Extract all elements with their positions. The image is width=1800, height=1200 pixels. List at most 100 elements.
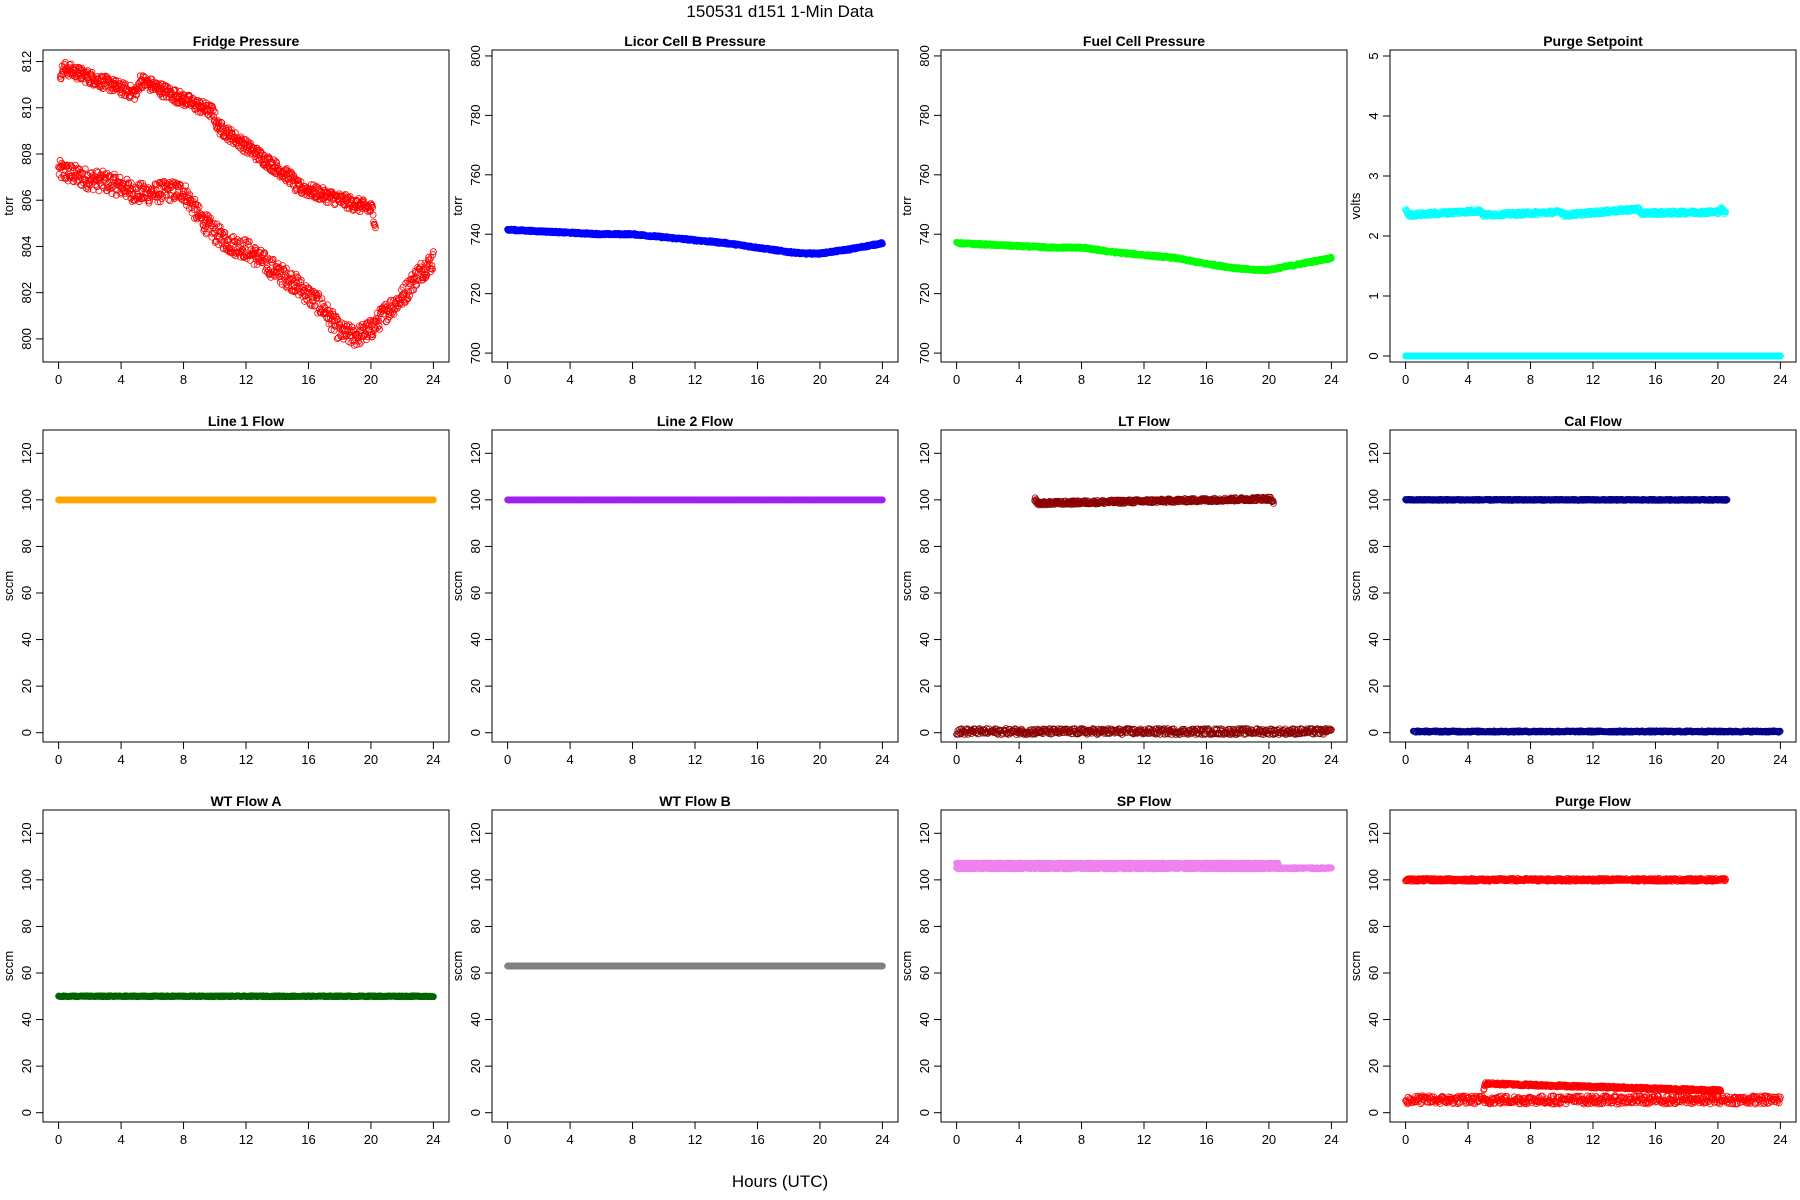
data-point	[218, 122, 226, 130]
x-tick-label: 4	[117, 372, 124, 387]
y-tick-label: 740	[468, 223, 483, 245]
data-point	[359, 196, 367, 204]
x-tick-label: 16	[1648, 372, 1662, 387]
data-point	[391, 304, 399, 312]
data-point	[342, 332, 350, 340]
y-tick-label: 780	[468, 105, 483, 127]
data-point	[176, 182, 184, 189]
plot-frame	[42, 429, 450, 743]
data-point	[111, 170, 118, 178]
data-point	[216, 223, 224, 231]
data-series	[953, 238, 1335, 275]
data-point	[374, 324, 382, 332]
data-point	[116, 173, 124, 181]
data-point	[350, 327, 358, 335]
data-point	[158, 195, 166, 203]
y-tick-label: 810	[19, 97, 34, 119]
y-tick-label: 4	[1366, 112, 1381, 119]
data-point	[331, 317, 338, 325]
data-series	[1402, 204, 1729, 220]
data-point	[137, 83, 145, 91]
data-point	[348, 323, 356, 331]
data-point	[210, 220, 218, 227]
y-tick-label: 40	[19, 632, 34, 646]
y-tick-label: 1	[1366, 292, 1381, 299]
data-point	[134, 190, 142, 198]
plot-frame	[1389, 49, 1797, 363]
y-tick-label: 804	[19, 236, 34, 258]
data-point	[171, 86, 179, 94]
data-point	[79, 169, 87, 177]
data-point	[159, 192, 167, 200]
data-point	[264, 254, 272, 262]
data-point	[205, 212, 212, 220]
data-point	[242, 236, 249, 243]
data-point	[356, 208, 364, 216]
data-point	[228, 129, 236, 137]
data-point	[282, 264, 290, 272]
data-point	[330, 326, 338, 334]
data-point	[126, 81, 134, 89]
data-point	[124, 179, 132, 187]
x-tick-label: 24	[426, 752, 440, 767]
y-tick-label: 720	[468, 283, 483, 305]
data-point	[364, 207, 371, 215]
x-tick-label: 0	[55, 372, 62, 387]
x-tick-label: 8	[180, 372, 187, 387]
data-point	[429, 248, 437, 256]
x-tick-label: 0	[953, 372, 960, 387]
data-point	[274, 260, 282, 268]
data-point	[146, 197, 153, 205]
chart-title: Fuel Cell Pressure	[1083, 33, 1205, 49]
y-tick-label: 700	[917, 342, 932, 364]
data-point	[210, 113, 218, 120]
x-tick-label: 0	[1402, 372, 1409, 387]
data-point	[175, 99, 183, 107]
plot-frame	[940, 49, 1348, 363]
data-points	[55, 59, 437, 349]
data-point	[244, 241, 252, 249]
data-point	[224, 235, 232, 243]
x-tick-label: 20	[1262, 372, 1276, 387]
y-tick-label: 3	[1366, 172, 1381, 179]
data-point	[324, 199, 332, 206]
y-tick-label: 800	[468, 45, 483, 67]
data-point	[164, 83, 171, 90]
data-point	[214, 124, 222, 132]
data-point	[268, 159, 276, 167]
y-axis-label: torr	[450, 196, 465, 216]
data-point	[234, 236, 242, 244]
data-point	[325, 309, 333, 317]
data-point	[88, 68, 96, 76]
chart-title: Fridge Pressure	[193, 33, 300, 49]
data-point	[413, 281, 420, 289]
data-points	[953, 238, 1335, 275]
data-point	[372, 224, 379, 232]
data-point	[1777, 352, 1784, 360]
y-tick-label: 120	[19, 442, 34, 464]
data-point	[217, 118, 225, 126]
data-point	[207, 107, 215, 114]
data-point	[238, 246, 246, 254]
data-point	[208, 102, 215, 110]
data-point	[210, 228, 218, 235]
data-points	[55, 496, 437, 504]
y-tick-label: 700	[468, 342, 483, 364]
data-point	[329, 307, 337, 315]
y-tick-label: 20	[19, 679, 34, 693]
data-point	[80, 72, 88, 80]
y-axis-label: torr	[1, 196, 16, 216]
data-point	[402, 279, 410, 287]
data-point	[169, 186, 177, 194]
data-point	[343, 322, 351, 330]
x-tick-label: 8	[629, 372, 636, 387]
x-tick-label: 0	[55, 752, 62, 767]
data-point	[306, 286, 314, 294]
y-tick-label: 800	[917, 45, 932, 67]
data-point	[271, 272, 279, 280]
y-axis-label: torr	[899, 196, 914, 216]
data-point	[371, 324, 379, 332]
data-point	[211, 239, 219, 246]
